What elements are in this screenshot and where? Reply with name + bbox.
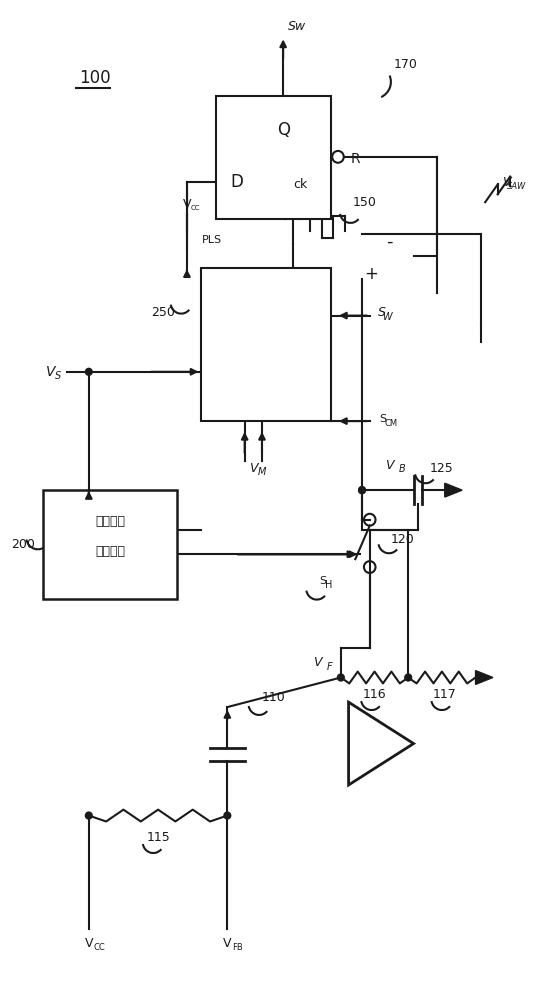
Text: V: V — [249, 462, 258, 475]
Text: B: B — [399, 464, 405, 474]
Text: S: S — [377, 306, 385, 319]
Text: 115: 115 — [146, 831, 170, 844]
Circle shape — [337, 674, 344, 681]
Text: SAW: SAW — [507, 182, 526, 191]
Circle shape — [85, 812, 92, 819]
Circle shape — [405, 674, 412, 681]
Text: 250: 250 — [152, 306, 175, 319]
Text: 检测电路: 检测电路 — [95, 545, 125, 558]
Text: 116: 116 — [363, 688, 387, 701]
Text: CC: CC — [191, 205, 200, 211]
Polygon shape — [476, 671, 493, 684]
Polygon shape — [348, 702, 414, 785]
Text: V: V — [313, 656, 322, 669]
Text: ck: ck — [293, 178, 307, 191]
Text: PLS: PLS — [203, 235, 222, 245]
Text: 输入电压: 输入电压 — [95, 515, 125, 528]
Text: 117: 117 — [433, 688, 456, 701]
Text: 120: 120 — [391, 533, 414, 546]
Text: -: - — [385, 233, 392, 251]
Bar — [216, 96, 331, 219]
Text: FB: FB — [232, 943, 243, 952]
Text: S: S — [55, 371, 61, 381]
Text: S: S — [379, 414, 387, 424]
Text: Q: Q — [277, 121, 289, 139]
Polygon shape — [445, 483, 462, 497]
Circle shape — [359, 487, 365, 494]
Text: 125: 125 — [429, 462, 453, 475]
Text: W: W — [382, 312, 392, 322]
Circle shape — [359, 487, 365, 494]
Text: Sw: Sw — [288, 20, 306, 33]
Text: F: F — [327, 662, 332, 672]
Text: 110: 110 — [262, 691, 286, 704]
Text: H: H — [324, 580, 332, 590]
Text: D: D — [230, 173, 244, 191]
Text: V: V — [183, 198, 191, 211]
Circle shape — [224, 812, 231, 819]
Text: V: V — [502, 176, 511, 189]
Text: S: S — [320, 576, 327, 586]
Text: V: V — [85, 937, 93, 950]
Text: 100: 100 — [79, 69, 111, 87]
Text: R: R — [351, 152, 360, 166]
Text: M: M — [258, 467, 266, 477]
Bar — [43, 490, 177, 599]
Circle shape — [85, 368, 92, 375]
Text: 200: 200 — [11, 538, 35, 551]
Text: V: V — [223, 937, 232, 950]
Text: V: V — [385, 459, 394, 472]
Text: 170: 170 — [394, 58, 418, 71]
Text: CC: CC — [93, 943, 105, 952]
Bar — [201, 268, 331, 421]
Text: V: V — [45, 365, 55, 379]
Text: 150: 150 — [352, 196, 376, 209]
Text: CM: CM — [384, 419, 397, 428]
Text: +: + — [365, 265, 378, 283]
